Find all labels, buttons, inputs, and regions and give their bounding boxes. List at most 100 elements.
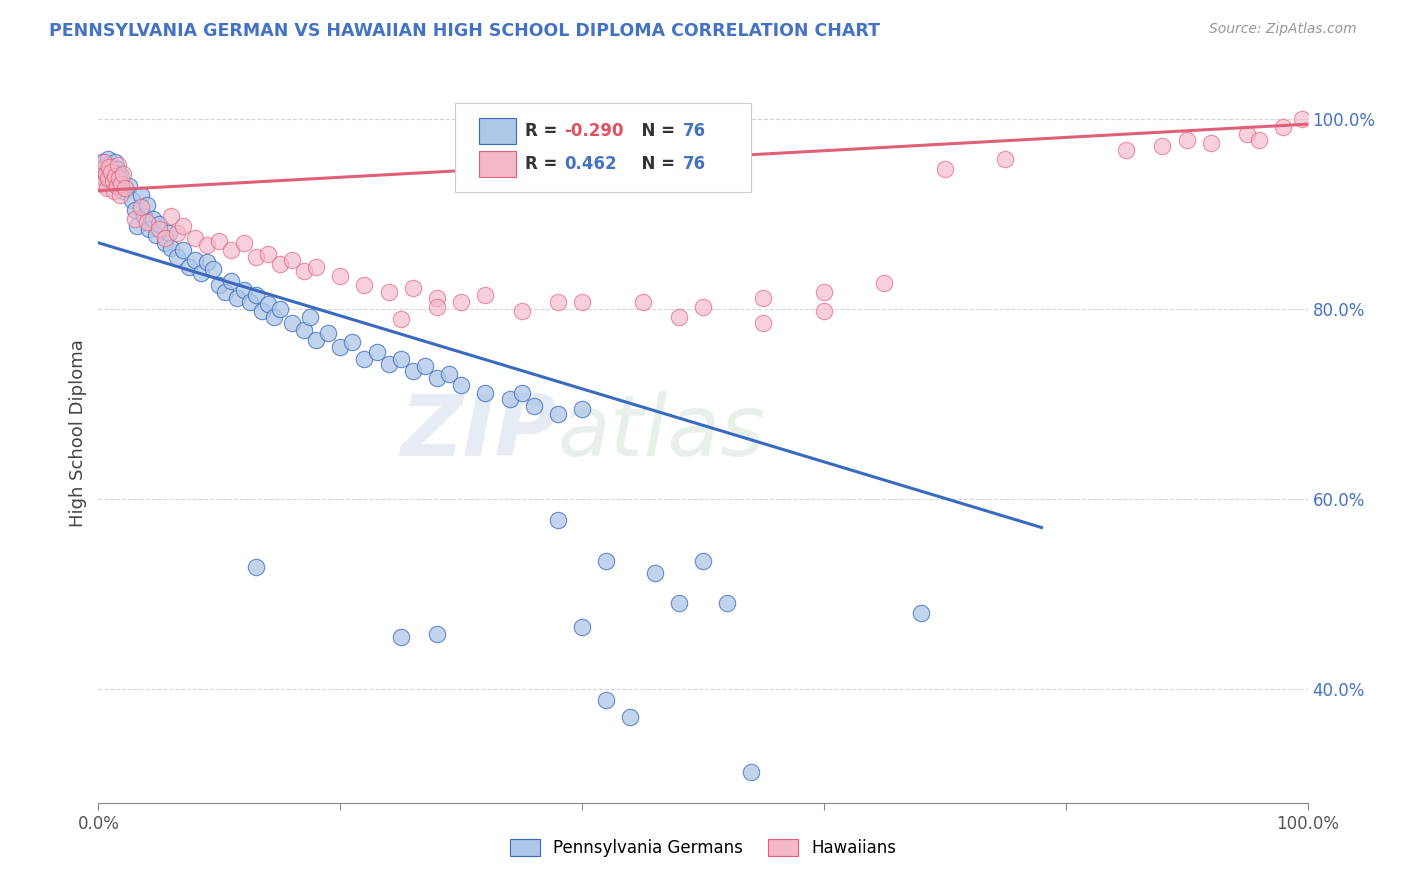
Point — [281, 317, 304, 331]
Point — [160, 240, 183, 255]
Point — [269, 302, 291, 317]
Point — [1115, 143, 1137, 157]
Point — [90, 164, 112, 178]
Point — [547, 407, 569, 421]
Point — [98, 160, 121, 174]
Point — [269, 257, 291, 271]
Point — [148, 217, 170, 231]
Point — [157, 227, 180, 241]
Point — [202, 262, 225, 277]
Point — [426, 291, 449, 305]
Point — [692, 554, 714, 568]
Point — [127, 219, 149, 233]
Point — [166, 227, 188, 241]
Point — [1272, 120, 1295, 134]
Point — [107, 158, 129, 172]
Point — [1249, 133, 1271, 147]
Text: ZIP: ZIP — [401, 391, 558, 475]
Point — [93, 155, 115, 169]
Point — [292, 323, 315, 337]
Text: R =: R = — [526, 155, 569, 173]
Point — [91, 177, 114, 191]
Point — [316, 326, 339, 340]
Text: N =: N = — [630, 121, 681, 139]
FancyBboxPatch shape — [456, 103, 751, 192]
Point — [402, 281, 425, 295]
Point — [105, 161, 128, 176]
Point — [547, 294, 569, 309]
Point — [100, 164, 122, 178]
Point — [263, 310, 285, 324]
Point — [232, 235, 254, 250]
Point — [134, 209, 156, 223]
Point — [124, 212, 146, 227]
Point — [195, 237, 218, 252]
Point — [389, 630, 412, 644]
Point — [96, 168, 118, 182]
Point — [305, 260, 328, 274]
Point — [281, 252, 304, 267]
Point — [377, 285, 399, 300]
Point — [107, 174, 129, 188]
Point — [450, 378, 472, 392]
Point — [124, 202, 146, 217]
Point — [1291, 112, 1313, 127]
Point — [389, 311, 412, 326]
Point — [402, 364, 425, 378]
Point — [305, 333, 328, 347]
Point — [105, 178, 128, 193]
Point — [91, 161, 114, 176]
Point — [934, 161, 956, 176]
Point — [474, 288, 496, 302]
Point — [221, 274, 243, 288]
Point — [166, 250, 188, 264]
Point — [571, 401, 593, 416]
Point — [153, 231, 176, 245]
Point — [98, 174, 121, 188]
Point — [93, 171, 115, 186]
Point — [668, 597, 690, 611]
Point — [873, 276, 896, 290]
Point — [108, 171, 131, 186]
Point — [437, 367, 460, 381]
Text: Source: ZipAtlas.com: Source: ZipAtlas.com — [1209, 22, 1357, 37]
Point — [256, 247, 278, 261]
Point — [104, 169, 127, 184]
Point — [752, 291, 775, 305]
Point — [129, 200, 152, 214]
Point — [94, 158, 117, 172]
Point — [214, 285, 236, 300]
Point — [184, 231, 207, 245]
Point — [90, 169, 112, 184]
Point — [994, 153, 1017, 167]
Point — [148, 221, 170, 235]
Point — [813, 285, 835, 300]
Point — [510, 304, 533, 318]
Point — [111, 184, 134, 198]
Point — [474, 385, 496, 400]
Point — [426, 301, 449, 315]
Point — [103, 177, 125, 191]
Legend: Pennsylvania Germans, Hawaiians: Pennsylvania Germans, Hawaiians — [510, 839, 896, 857]
Point — [94, 168, 117, 182]
Text: R =: R = — [526, 121, 564, 139]
Point — [329, 268, 352, 283]
Point — [91, 155, 114, 169]
Point — [101, 169, 124, 184]
Point — [619, 710, 641, 724]
Point — [668, 310, 690, 324]
Point — [110, 177, 132, 191]
Point — [103, 184, 125, 198]
Point — [160, 209, 183, 223]
Point — [1236, 127, 1258, 141]
Point — [250, 304, 273, 318]
Point — [1199, 136, 1222, 150]
Point — [108, 168, 131, 182]
Point — [245, 250, 267, 264]
Point — [96, 180, 118, 194]
Point — [510, 385, 533, 400]
Point — [118, 178, 141, 193]
Point — [101, 174, 124, 188]
Point — [104, 155, 127, 169]
Point — [813, 304, 835, 318]
